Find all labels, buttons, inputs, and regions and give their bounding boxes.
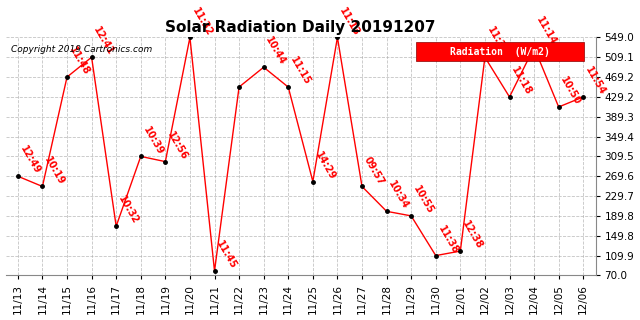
Text: Copyright 2019 Cartronics.com: Copyright 2019 Cartronics.com	[12, 44, 153, 53]
Text: 11:32: 11:32	[190, 5, 214, 37]
Text: Radiation  (W/m2): Radiation (W/m2)	[450, 47, 550, 57]
Text: 09:57: 09:57	[362, 155, 386, 187]
Text: 11:18: 11:18	[509, 65, 534, 97]
Text: 11:45: 11:45	[214, 239, 239, 271]
Text: 11:54: 11:54	[583, 65, 607, 97]
Text: 12:56: 12:56	[165, 130, 189, 162]
Text: 11:14: 11:14	[534, 15, 558, 47]
Text: 10:50: 10:50	[559, 75, 583, 107]
Text: 10:19: 10:19	[42, 155, 67, 187]
Text: 14:29: 14:29	[313, 150, 337, 181]
Text: 11:48: 11:48	[67, 45, 92, 77]
Text: 12:49: 12:49	[18, 144, 42, 176]
Text: 12:38: 12:38	[460, 219, 484, 251]
Text: 10:44: 10:44	[264, 36, 288, 67]
FancyBboxPatch shape	[415, 42, 584, 61]
Text: 10:34: 10:34	[387, 180, 411, 211]
Text: 10:39: 10:39	[141, 124, 165, 156]
Text: 11:38: 11:38	[436, 224, 460, 256]
Text: 11:13: 11:13	[337, 5, 362, 37]
Text: 10:55: 10:55	[411, 184, 435, 216]
Text: 12:41: 12:41	[92, 25, 116, 57]
Title: Solar Radiation Daily 20191207: Solar Radiation Daily 20191207	[165, 20, 436, 35]
Text: 10:32: 10:32	[116, 194, 140, 226]
Text: 11:35: 11:35	[485, 25, 509, 57]
Text: 11:15: 11:15	[288, 55, 312, 87]
